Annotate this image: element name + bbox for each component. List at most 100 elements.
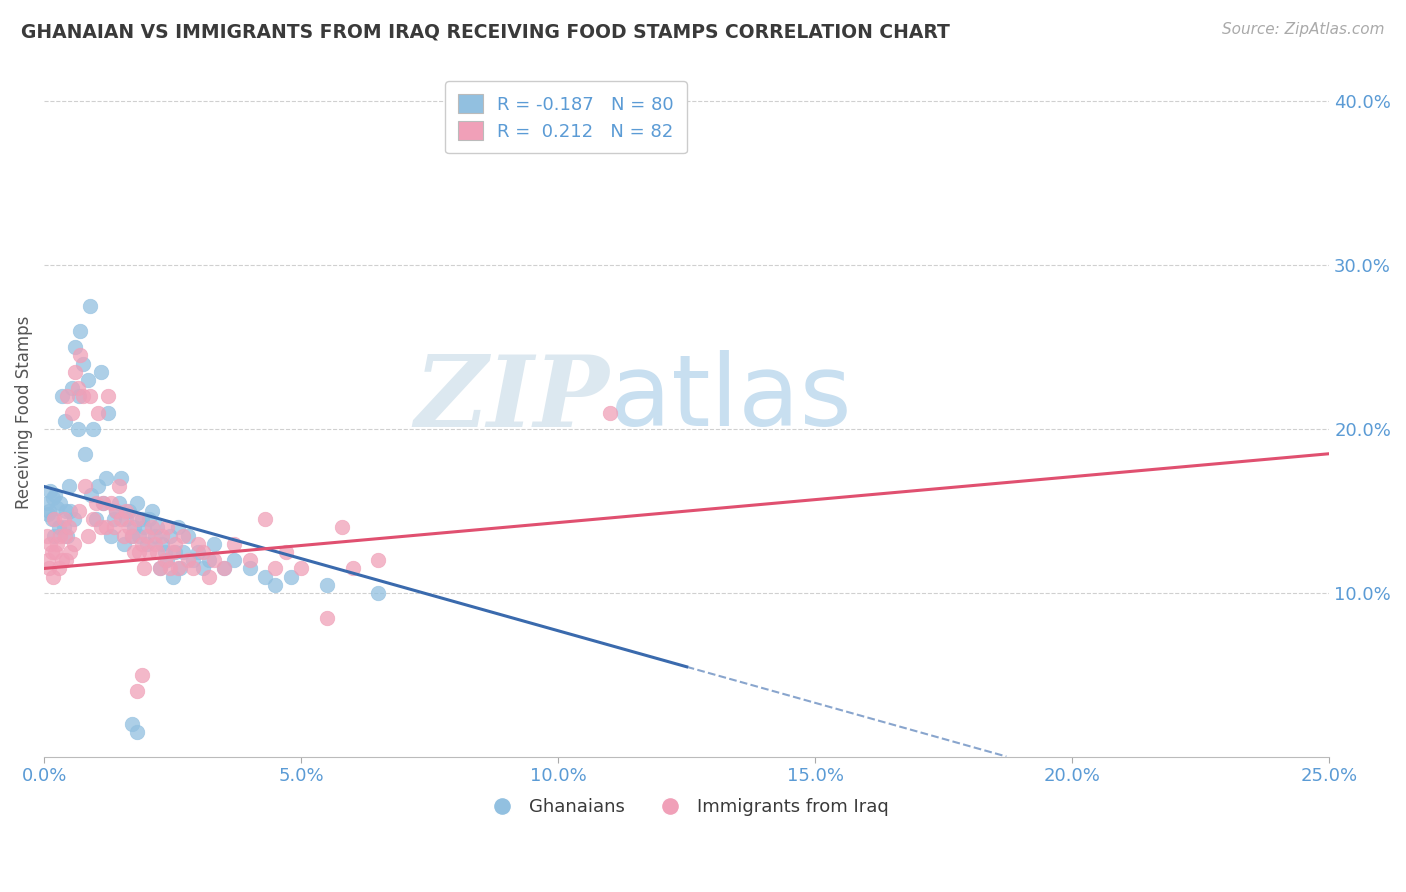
Point: [239, 561, 262, 575]
Point: [138, 545, 160, 559]
Point: [131, 537, 153, 551]
Point: [66, 381, 89, 395]
Point: [59, 504, 82, 518]
Point: [177, 529, 200, 543]
Point: [66, 422, 89, 436]
Point: [103, 512, 125, 526]
Point: [79, 299, 101, 313]
Point: [105, 504, 128, 518]
Point: [69, 348, 91, 362]
Point: [122, 520, 145, 534]
Point: [177, 553, 200, 567]
Point: [159, 561, 181, 575]
Point: [290, 561, 312, 575]
Point: [172, 529, 194, 543]
Point: [197, 553, 219, 567]
Point: [63, 537, 86, 551]
Point: [69, 324, 91, 338]
Point: [153, 553, 176, 567]
Point: [75, 447, 97, 461]
Point: [193, 545, 215, 559]
Point: [67, 504, 90, 518]
Point: [141, 520, 163, 534]
Point: [264, 561, 287, 575]
Point: [125, 725, 148, 739]
Point: [146, 520, 169, 534]
Point: [128, 529, 150, 543]
Point: [134, 520, 156, 534]
Point: [134, 561, 156, 575]
Point: [274, 545, 297, 559]
Point: [143, 529, 166, 543]
Point: [82, 422, 104, 436]
Point: [90, 520, 112, 534]
Point: [367, 586, 389, 600]
Point: [72, 389, 94, 403]
Point: [159, 529, 181, 543]
Point: [87, 406, 110, 420]
Point: [63, 365, 86, 379]
Point: [149, 561, 172, 575]
Point: [118, 504, 141, 518]
Point: [264, 578, 287, 592]
Point: [125, 684, 148, 698]
Point: [212, 561, 235, 575]
Point: [48, 561, 70, 575]
Point: [141, 504, 163, 518]
Point: [58, 479, 80, 493]
Text: GHANAIAN VS IMMIGRANTS FROM IRAQ RECEIVING FOOD STAMPS CORRELATION CHART: GHANAIAN VS IMMIGRANTS FROM IRAQ RECEIVI…: [21, 22, 950, 41]
Point: [118, 520, 141, 534]
Point: [599, 406, 621, 420]
Point: [165, 545, 187, 559]
Point: [212, 561, 235, 575]
Point: [60, 381, 83, 395]
Point: [38, 504, 60, 518]
Point: [121, 717, 143, 731]
Point: [172, 545, 194, 559]
Point: [105, 504, 128, 518]
Point: [37, 553, 59, 567]
Point: [44, 512, 66, 526]
Point: [46, 500, 69, 515]
Point: [80, 488, 103, 502]
Point: [44, 488, 66, 502]
Point: [37, 508, 59, 522]
Point: [48, 496, 70, 510]
Point: [107, 496, 129, 510]
Point: [52, 512, 75, 526]
Point: [280, 569, 302, 583]
Point: [187, 545, 209, 559]
Point: [39, 484, 62, 499]
Point: [52, 520, 75, 534]
Point: [53, 414, 76, 428]
Point: [367, 553, 389, 567]
Point: [202, 553, 225, 567]
Point: [91, 496, 114, 510]
Point: [84, 512, 107, 526]
Point: [55, 504, 77, 518]
Point: [193, 561, 215, 575]
Point: [84, 496, 107, 510]
Point: [94, 471, 117, 485]
Point: [224, 553, 246, 567]
Point: [342, 561, 364, 575]
Point: [63, 512, 86, 526]
Point: [76, 529, 98, 543]
Point: [97, 406, 120, 420]
Point: [79, 389, 101, 403]
Point: [44, 545, 66, 559]
Point: [97, 389, 120, 403]
Point: [91, 496, 114, 510]
Point: [315, 578, 337, 592]
Point: [121, 529, 143, 543]
Point: [67, 389, 90, 403]
Point: [51, 553, 73, 567]
Point: [112, 529, 135, 543]
Point: [59, 545, 82, 559]
Point: [239, 553, 262, 567]
Point: [63, 340, 86, 354]
Point: [169, 561, 191, 575]
Point: [100, 529, 122, 543]
Point: [162, 545, 184, 559]
Point: [149, 561, 172, 575]
